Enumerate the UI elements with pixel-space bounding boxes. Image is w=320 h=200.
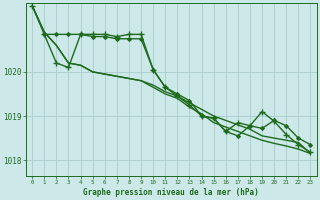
X-axis label: Graphe pression niveau de la mer (hPa): Graphe pression niveau de la mer (hPa) (84, 188, 259, 197)
